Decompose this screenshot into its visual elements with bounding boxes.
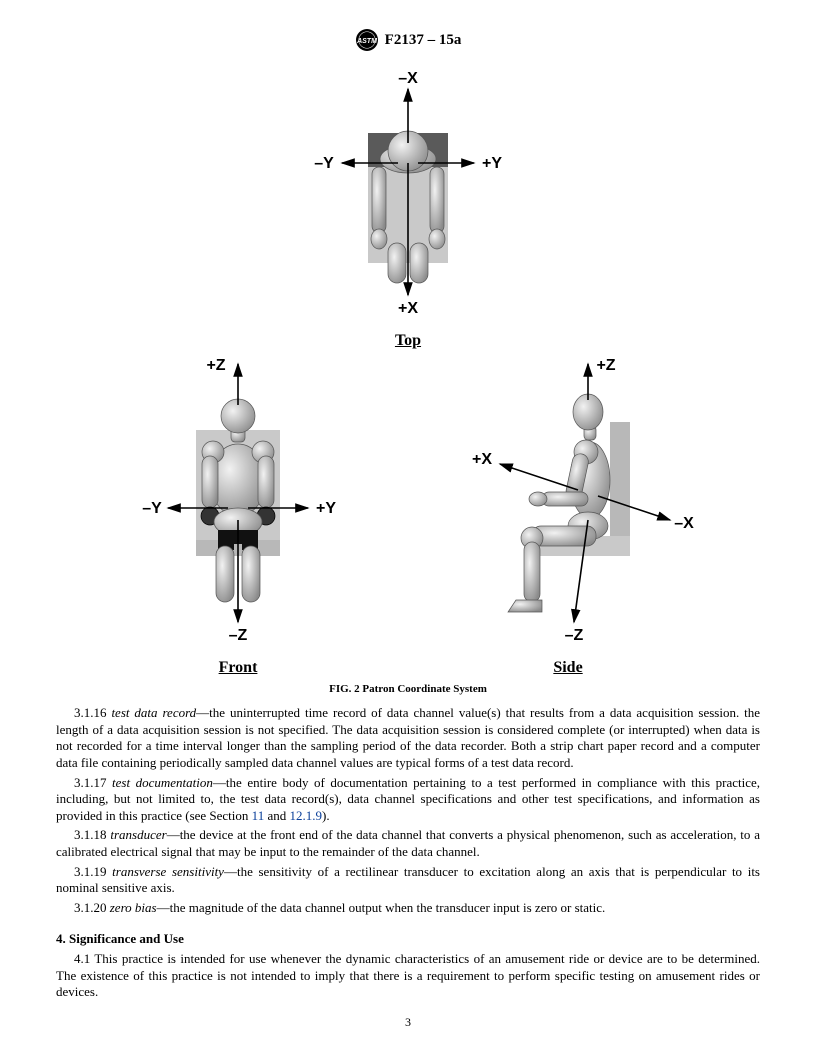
def-3117: 3.1.17 test documentation—the entire bod… bbox=[56, 775, 760, 825]
def-3118: 3.1.18 transducer—the device at the fron… bbox=[56, 827, 760, 860]
page: ASTM F2137 – 15a bbox=[0, 0, 816, 1056]
axis-neg-x: –X bbox=[674, 515, 694, 532]
label-front: Front bbox=[118, 659, 358, 677]
para-4-1: 4.1 This practice is intended for use wh… bbox=[56, 951, 760, 1001]
figure-side: +Z –Z +X –X Side bbox=[438, 350, 698, 677]
def-3119: 3.1.19 transverse sensitivity—the sensit… bbox=[56, 864, 760, 897]
body-text: 3.1.16 test data record—the uninterrupte… bbox=[56, 705, 760, 1001]
figure-group: –X +X –Y +Y Top bbox=[56, 63, 760, 705]
axis-neg-z: –Z bbox=[229, 627, 248, 644]
axis-pos-x: +X bbox=[398, 300, 418, 317]
axis-neg-y: –Y bbox=[314, 155, 334, 172]
axis-pos-y: +Y bbox=[482, 155, 502, 172]
label-side: Side bbox=[438, 659, 698, 677]
page-number: 3 bbox=[0, 1015, 816, 1030]
axis-pos-x: +X bbox=[472, 451, 492, 468]
axis-neg-z: –Z bbox=[565, 627, 584, 644]
axis-neg-x: –X bbox=[398, 70, 418, 87]
page-header: ASTM F2137 – 15a bbox=[56, 28, 760, 57]
axis-pos-y: +Y bbox=[316, 500, 336, 517]
figure-top: –X +X –Y +Y Top bbox=[288, 63, 528, 350]
xref-section-11[interactable]: 11 bbox=[252, 808, 265, 823]
def-3116: 3.1.16 test data record—the uninterrupte… bbox=[56, 705, 760, 772]
figure-row-bottom: +Z –Z –Y +Y Front bbox=[118, 350, 698, 677]
doc-id: F2137 – 15a bbox=[385, 32, 462, 49]
axis-neg-y: –Y bbox=[142, 500, 162, 517]
figure-front: +Z –Z –Y +Y Front bbox=[118, 350, 358, 677]
label-top: Top bbox=[288, 332, 528, 350]
axis-pos-z: +Z bbox=[206, 357, 225, 374]
section-4-head: 4. Significance and Use bbox=[56, 931, 760, 948]
xref-12-1-9[interactable]: 12.1.9 bbox=[289, 808, 322, 823]
svg-text:ASTM: ASTM bbox=[356, 38, 377, 45]
def-3120: 3.1.20 zero bias—the magnitude of the da… bbox=[56, 900, 760, 917]
astm-logo-icon: ASTM bbox=[355, 28, 379, 52]
axis-pos-z: +Z bbox=[596, 357, 615, 374]
figure-caption: FIG. 2 Patron Coordinate System bbox=[329, 683, 487, 695]
